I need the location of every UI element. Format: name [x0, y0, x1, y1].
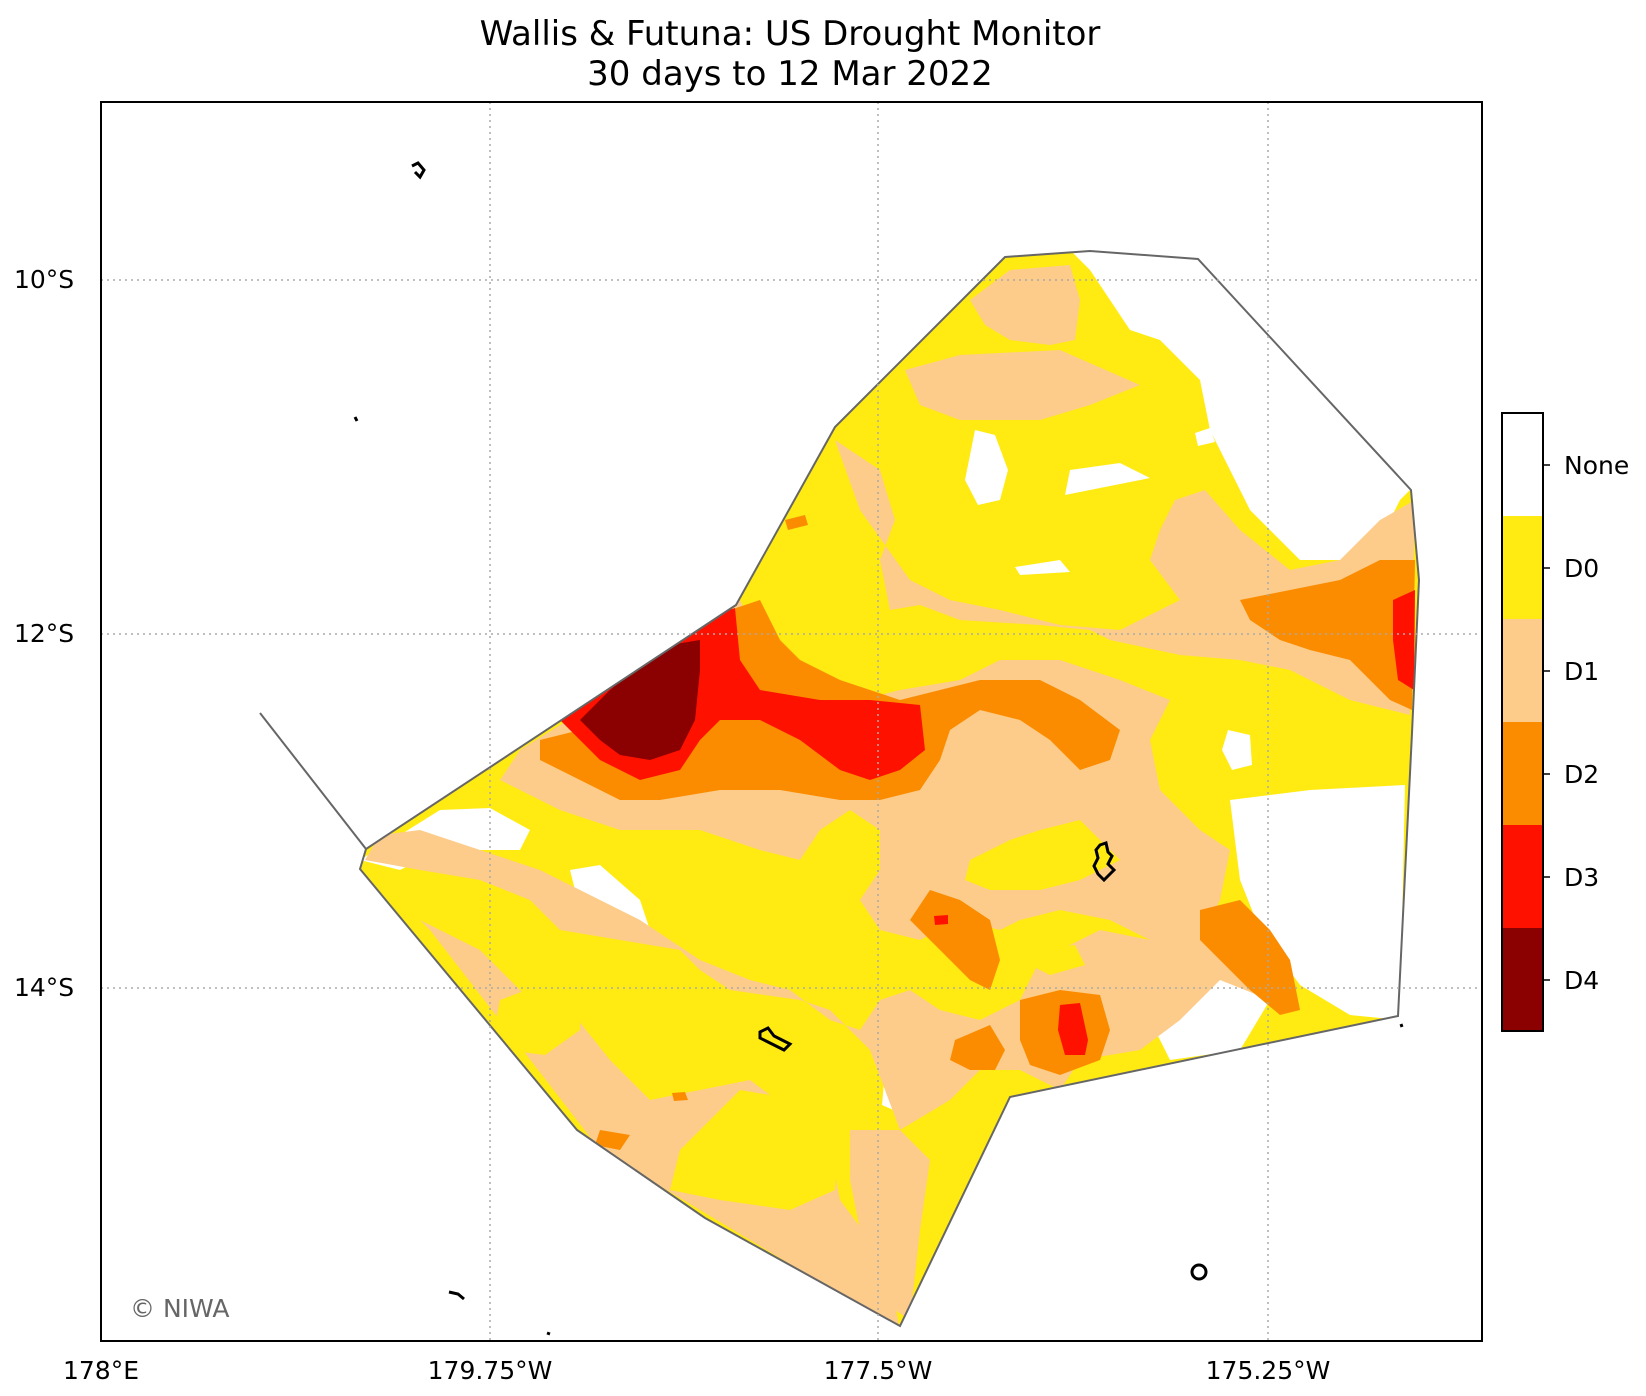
- legend-label-d1: D1: [1564, 657, 1599, 686]
- legend-colorbar: None D0 D1 D2 D3 D4: [1501, 412, 1629, 1032]
- d2-region-east: [1240, 560, 1415, 710]
- none-patch-central: [1015, 560, 1070, 575]
- d2-patch-southwest: [595, 1130, 630, 1150]
- none-patch-northeast: [1070, 251, 1419, 560]
- lon-label-178e: 178°E: [63, 1356, 139, 1385]
- lat-label-12s: 12°S: [14, 619, 74, 648]
- legend-swatch-d1: [1502, 619, 1543, 722]
- legend-frame: [1501, 412, 1544, 1032]
- island-east-dot: [1399, 1023, 1404, 1028]
- legend-swatch-d4: [1502, 928, 1543, 1031]
- island-north: [411, 161, 426, 180]
- lon-label-175-25w: 175.25°W: [1206, 1356, 1331, 1385]
- legend-label-none: None: [1564, 451, 1629, 480]
- d2-region-southeast: [1200, 900, 1300, 1015]
- d3-region-east: [1393, 590, 1415, 690]
- lat-label-10s: 10°S: [14, 265, 74, 294]
- d1-region-central-east: [835, 440, 1415, 715]
- lat-label-14s: 14°S: [14, 973, 74, 1002]
- d1-region-north: [970, 265, 1080, 345]
- island-west-dot: [353, 416, 359, 422]
- d1-region-north-2: [905, 350, 1140, 420]
- d0-patch-central: [965, 820, 1120, 890]
- d4-region-west: [580, 640, 700, 760]
- credit-text: © NIWA: [130, 1294, 229, 1323]
- lon-label-179-75w: 179.75°W: [428, 1356, 553, 1385]
- island-southwest-dot: [546, 1331, 551, 1336]
- d1-region-south: [850, 1130, 930, 1320]
- d3-region-south: [1058, 1003, 1088, 1055]
- island-southeast: [1190, 1263, 1208, 1281]
- island-futuna: [758, 1026, 793, 1052]
- map-title: Wallis & Futuna: US Drought Monitor: [479, 14, 1101, 54]
- d0-patch-southwest-2: [615, 1025, 655, 1060]
- none-patch-east-2: [1222, 730, 1252, 770]
- map-subtitle: 30 days to 12 Mar 2022: [587, 54, 993, 94]
- none-patch-east: [1230, 785, 1405, 1020]
- d0-patch-southcentral: [1030, 945, 1085, 975]
- d2-region-south-2: [950, 1025, 1005, 1070]
- legend-swatch-d2: [1502, 722, 1543, 825]
- d0-patch-south: [670, 1090, 840, 1210]
- legend-swatch-none: [1502, 413, 1543, 516]
- legend-label-d0: D0: [1564, 554, 1599, 583]
- map-frame: [100, 101, 1483, 1342]
- island-southwest: [448, 1290, 465, 1301]
- lon-label-177-5w: 177.5°W: [824, 1356, 933, 1385]
- legend-swatch-d0: [1502, 516, 1543, 619]
- eez-boundary: [358, 249, 1421, 1328]
- d0-patch-southwest: [495, 985, 580, 1055]
- island-wallis: [1092, 841, 1117, 883]
- legend-ticks: [1543, 464, 1550, 981]
- eez-boundary-extension: [259, 712, 367, 850]
- d2-region-south-central: [910, 890, 1000, 990]
- d2-patch-north: [785, 515, 808, 530]
- islands: [353, 161, 1404, 1336]
- none-patch-north: [965, 430, 1008, 505]
- legend-label-d2: D2: [1564, 760, 1599, 789]
- none-patch-tiny: [1195, 428, 1215, 446]
- legend-label-d4: D4: [1564, 966, 1599, 995]
- legend-swatch-d3: [1502, 825, 1543, 928]
- d2-patch-tiny: [672, 1092, 688, 1101]
- d3-patch-central: [934, 915, 948, 925]
- gridlines: [101, 102, 1482, 1341]
- legend-label-d3: D3: [1564, 863, 1599, 892]
- none-patch-north-2: [1065, 463, 1150, 495]
